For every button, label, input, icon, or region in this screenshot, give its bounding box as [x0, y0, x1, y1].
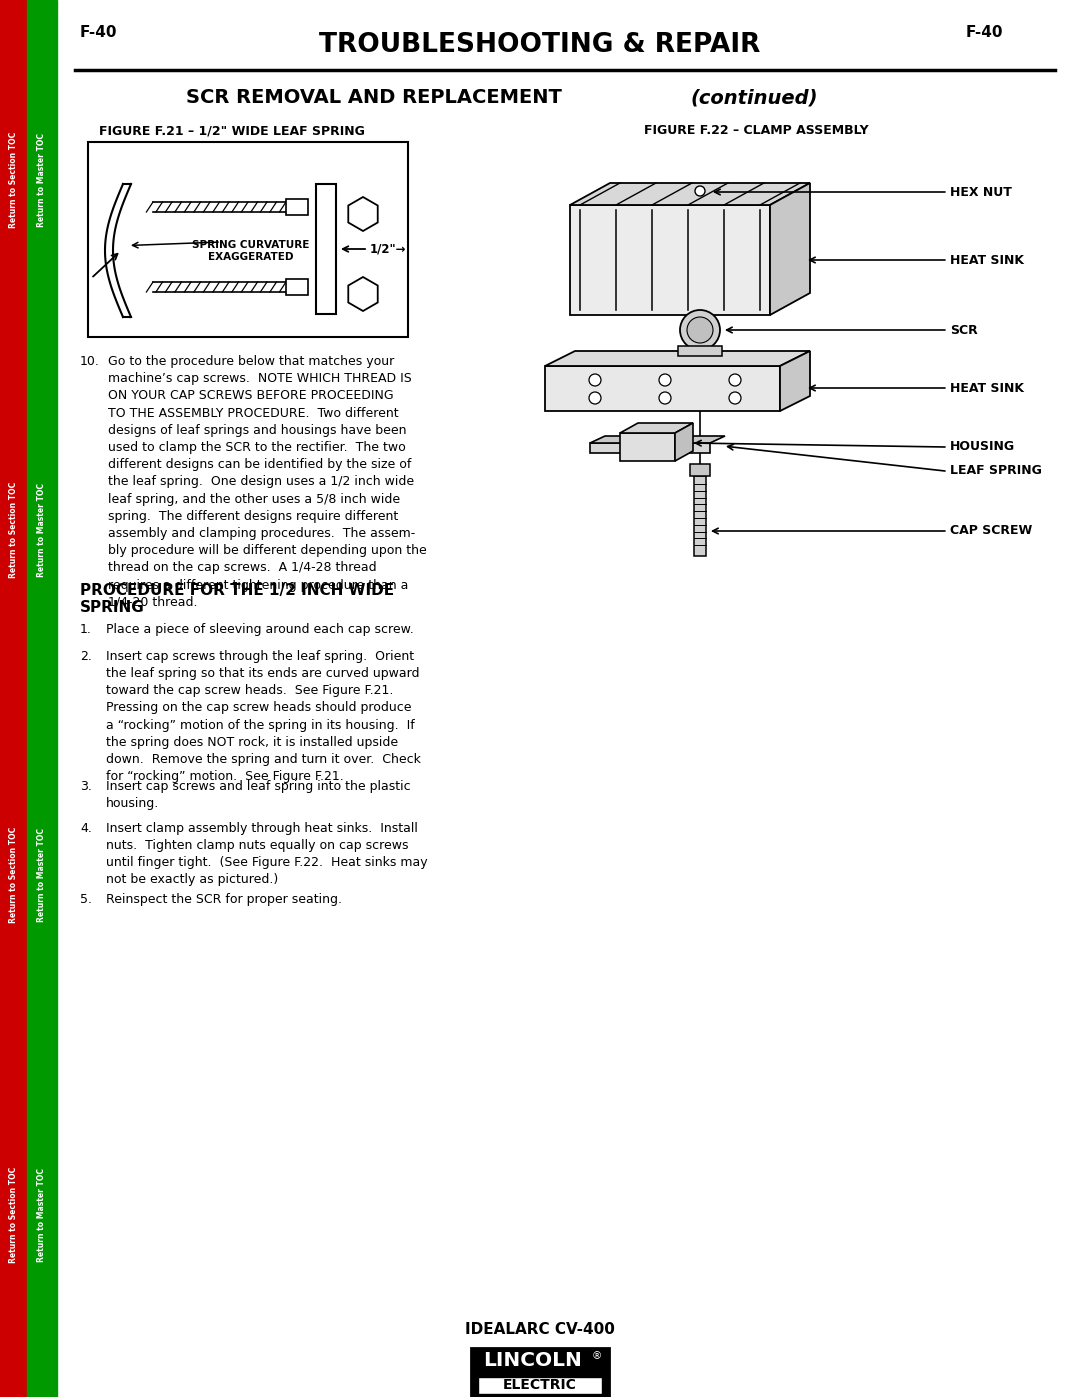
Circle shape [589, 374, 600, 386]
Bar [678, 346, 723, 356]
Text: SCR REMOVAL AND REPLACEMENT: SCR REMOVAL AND REPLACEMENT [186, 88, 562, 108]
Text: IDEALARC CV-400: IDEALARC CV-400 [465, 1322, 615, 1337]
Text: Go to the procedure below that matches your
machine’s cap screws.  NOTE WHICH TH: Go to the procedure below that matches y… [108, 355, 427, 609]
Text: 10.: 10. [80, 355, 99, 367]
Bar [690, 464, 710, 476]
Text: 2.: 2. [80, 650, 92, 662]
Text: SPRING: SPRING [80, 599, 145, 615]
Text: PROCEDURE FOR THE 1/2 INCH WIDE: PROCEDURE FOR THE 1/2 INCH WIDE [80, 583, 394, 598]
Circle shape [659, 374, 671, 386]
Text: Return to Section TOC: Return to Section TOC [9, 827, 18, 923]
Text: ®: ® [592, 1351, 603, 1361]
Text: 1.: 1. [80, 623, 92, 636]
Polygon shape [620, 423, 693, 433]
Text: FIGURE F.22 – CLAMP ASSEMBLY: FIGURE F.22 – CLAMP ASSEMBLY [644, 124, 868, 137]
Bar [286, 279, 308, 295]
Bar [692, 184, 708, 198]
Text: HEX NUT: HEX NUT [950, 186, 1012, 198]
Bar [153, 282, 286, 293]
Bar [545, 366, 780, 411]
Text: LINCOLN: LINCOLN [484, 1351, 582, 1370]
Bar [590, 443, 710, 453]
Text: Place a piece of sleeving around each cap screw.: Place a piece of sleeving around each ca… [106, 623, 414, 636]
Text: TROUBLESHOOTING & REPAIR: TROUBLESHOOTING & REPAIR [320, 32, 760, 59]
Circle shape [589, 393, 600, 404]
Text: 1/2"→: 1/2"→ [370, 243, 406, 256]
Circle shape [659, 393, 671, 404]
Text: 4.: 4. [80, 821, 92, 835]
Polygon shape [590, 436, 725, 443]
Text: (continued): (continued) [690, 88, 818, 108]
Text: LEAF SPRING: LEAF SPRING [950, 464, 1042, 478]
Text: Return to Master TOC: Return to Master TOC [38, 483, 46, 577]
Circle shape [696, 186, 705, 196]
Polygon shape [348, 197, 378, 231]
Polygon shape [780, 351, 810, 411]
Bar [478, 1377, 602, 1394]
Text: Return to Master TOC: Return to Master TOC [38, 133, 46, 226]
Bar [87, 142, 408, 337]
Text: Reinspect the SCR for proper seating.: Reinspect the SCR for proper seating. [106, 893, 342, 907]
Text: Return to Section TOC: Return to Section TOC [9, 482, 18, 578]
Bar [620, 433, 675, 461]
Bar [27, 0, 57, 1397]
Text: 3.: 3. [80, 780, 92, 793]
Text: Return to Master TOC: Return to Master TOC [38, 1168, 46, 1261]
Text: Insert clamp assembly through heat sinks.  Install
nuts.  Tighten clamp nuts equ: Insert clamp assembly through heat sinks… [106, 821, 428, 887]
Text: F-40: F-40 [80, 25, 118, 41]
Polygon shape [675, 423, 693, 461]
Bar [471, 1348, 609, 1397]
Text: Insert cap screws through the leaf spring.  Orient
the leaf spring so that its e: Insert cap screws through the leaf sprin… [106, 650, 421, 784]
Text: Return to Master TOC: Return to Master TOC [38, 828, 46, 922]
Text: HOUSING: HOUSING [950, 440, 1015, 454]
Text: ELECTRIC: ELECTRIC [503, 1377, 577, 1391]
Text: CAP SCREW: CAP SCREW [950, 524, 1032, 538]
Circle shape [729, 374, 741, 386]
Text: SCR: SCR [950, 324, 977, 337]
Bar [316, 184, 336, 314]
Bar [694, 476, 706, 556]
Polygon shape [570, 183, 810, 205]
Text: F-40: F-40 [966, 25, 1003, 41]
Circle shape [680, 310, 720, 351]
Text: HEAT SINK: HEAT SINK [950, 381, 1024, 394]
Text: Insert cap screws and leaf spring into the plastic
housing.: Insert cap screws and leaf spring into t… [106, 780, 410, 810]
Bar [286, 198, 308, 215]
Text: 5.: 5. [80, 893, 92, 907]
Circle shape [687, 317, 713, 344]
Text: HEAT SINK: HEAT SINK [950, 253, 1024, 267]
Polygon shape [770, 183, 810, 314]
Bar [153, 203, 286, 212]
Circle shape [729, 393, 741, 404]
Text: SPRING CURVATURE
EXAGGERATED: SPRING CURVATURE EXAGGERATED [192, 240, 310, 263]
Polygon shape [545, 351, 810, 366]
Text: Return to Section TOC: Return to Section TOC [9, 131, 18, 228]
Polygon shape [348, 277, 378, 312]
Text: FIGURE F.21 – 1/2" WIDE LEAF SPRING: FIGURE F.21 – 1/2" WIDE LEAF SPRING [99, 124, 365, 137]
Bar [0, 0, 27, 1397]
Text: Return to Section TOC: Return to Section TOC [9, 1166, 18, 1263]
Bar [570, 205, 770, 314]
